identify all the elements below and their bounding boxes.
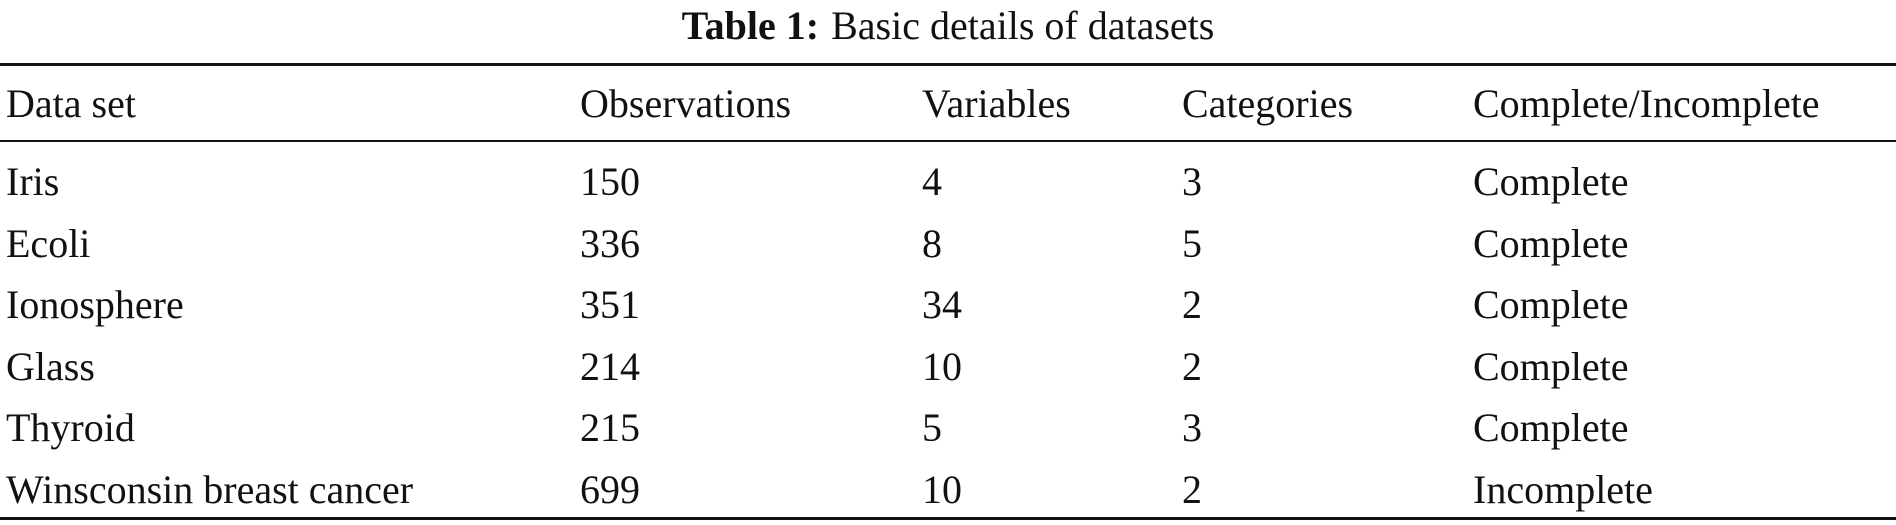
table-cell: Winsconsin breast cancer [6,466,414,512]
table-cell: 336 [580,220,640,266]
table-cell: 5 [922,405,942,450]
header-cell: Observations [580,81,792,126]
table-cell: 351 [580,282,640,327]
table-cell: 8 [922,220,942,266]
bottom-rule [0,517,1896,520]
table-cell: 3 [1182,159,1202,204]
table-cell: 2 [1182,282,1202,327]
table-cell: Iris [6,159,60,204]
table-cell: Ionosphere [6,282,184,327]
header-cell: Categories [1182,81,1354,126]
table-cell: Complete [1473,282,1629,327]
table-cell: 215 [580,405,640,450]
table-cell: Complete [1473,343,1629,389]
top-rule [0,63,1896,66]
header-rule [0,140,1896,142]
table-cell: Complete [1473,159,1629,204]
table-cell: 699 [580,466,640,512]
table-cell: 5 [1182,220,1202,266]
table-cell: Complete [1473,220,1629,266]
table-cell: 214 [580,343,640,389]
table-cell: Ecoli [6,220,91,266]
header-cell: Variables [922,81,1071,126]
table-cell: Glass [6,343,95,389]
header-cell: Complete/Incomplete [1473,81,1820,126]
table-cell: Thyroid [6,405,135,450]
table-cell: 4 [922,159,942,204]
caption-label: Table 1: [681,3,820,48]
table-cell: 2 [1182,343,1202,389]
header-cell: Data set [6,81,136,126]
table-cell: 10 [922,343,962,389]
table-cell: Incomplete [1473,466,1653,512]
table-cell: Complete [1473,405,1629,450]
table-cell: 2 [1182,466,1202,512]
table-cell: 3 [1182,405,1202,450]
table-caption: Table 1: Basic details of datasets [0,4,1896,48]
table-cell: 10 [922,466,962,512]
caption-text: Basic details of datasets [831,3,1215,48]
table-cell: 34 [922,282,962,327]
table-cell: 150 [580,159,640,204]
